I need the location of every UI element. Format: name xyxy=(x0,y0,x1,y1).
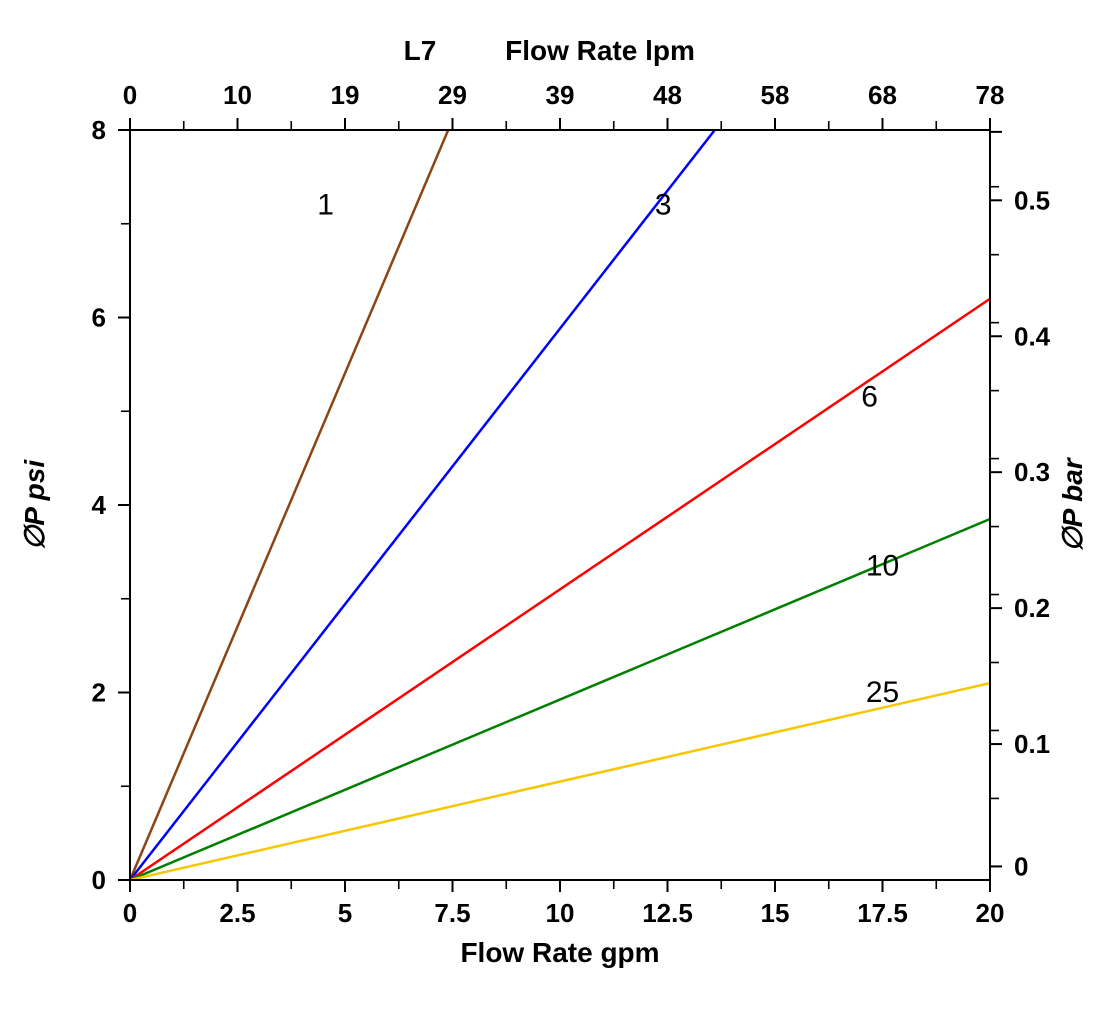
x-top-tick-label: 29 xyxy=(438,80,467,110)
x-bottom-tick-label: 10 xyxy=(546,898,575,928)
x-bottom-tick-label: 20 xyxy=(976,898,1005,928)
x-top-tick-label: 68 xyxy=(868,80,897,110)
x-top-tick-label: 39 xyxy=(546,80,575,110)
x-bottom-tick-label: 15 xyxy=(761,898,790,928)
x-top-tick-label: 0 xyxy=(123,80,137,110)
y-left-axis-label: ∅P psi xyxy=(19,459,50,550)
y-left-tick-label: 2 xyxy=(92,678,106,708)
series-label-6: 6 xyxy=(861,381,878,414)
x-top-tick-label: 10 xyxy=(223,80,252,110)
chart-background xyxy=(0,0,1102,1010)
x-top-tick-label: 19 xyxy=(331,80,360,110)
x-bottom-tick-label: 0 xyxy=(123,898,137,928)
y-right-tick-label: 0.4 xyxy=(1014,321,1051,351)
series-label-10: 10 xyxy=(866,549,899,582)
x-top-tick-label: 58 xyxy=(761,80,790,110)
x-top-axis-label: Flow Rate lpm xyxy=(505,35,695,66)
y-left-tick-label: 0 xyxy=(92,865,106,895)
chart-prefix-label: L7 xyxy=(404,35,437,66)
y-left-tick-label: 8 xyxy=(92,115,106,145)
y-right-tick-label: 0.3 xyxy=(1014,457,1050,487)
x-bottom-tick-label: 7.5 xyxy=(434,898,470,928)
series-label-1: 1 xyxy=(317,188,334,221)
x-bottom-axis-label: Flow Rate gpm xyxy=(460,937,659,968)
series-label-25: 25 xyxy=(866,676,899,709)
y-right-tick-label: 0.1 xyxy=(1014,729,1050,759)
chart-svg: 02.557.51012.51517.520Flow Rate gpm01019… xyxy=(0,0,1102,1010)
y-right-tick-label: 0.5 xyxy=(1014,185,1050,215)
flow-pressure-chart: 02.557.51012.51517.520Flow Rate gpm01019… xyxy=(0,0,1102,1010)
x-top-tick-label: 48 xyxy=(653,80,682,110)
y-left-tick-label: 4 xyxy=(92,490,107,520)
y-right-axis-label: ∅P bar xyxy=(1057,456,1088,551)
x-top-tick-label: 78 xyxy=(976,80,1005,110)
y-right-tick-label: 0 xyxy=(1014,851,1028,881)
y-left-tick-label: 6 xyxy=(92,303,106,333)
x-bottom-tick-label: 12.5 xyxy=(642,898,693,928)
y-right-tick-label: 0.2 xyxy=(1014,593,1050,623)
series-label-3: 3 xyxy=(655,188,672,221)
x-bottom-tick-label: 5 xyxy=(338,898,352,928)
x-bottom-tick-label: 2.5 xyxy=(219,898,255,928)
x-bottom-tick-label: 17.5 xyxy=(857,898,908,928)
